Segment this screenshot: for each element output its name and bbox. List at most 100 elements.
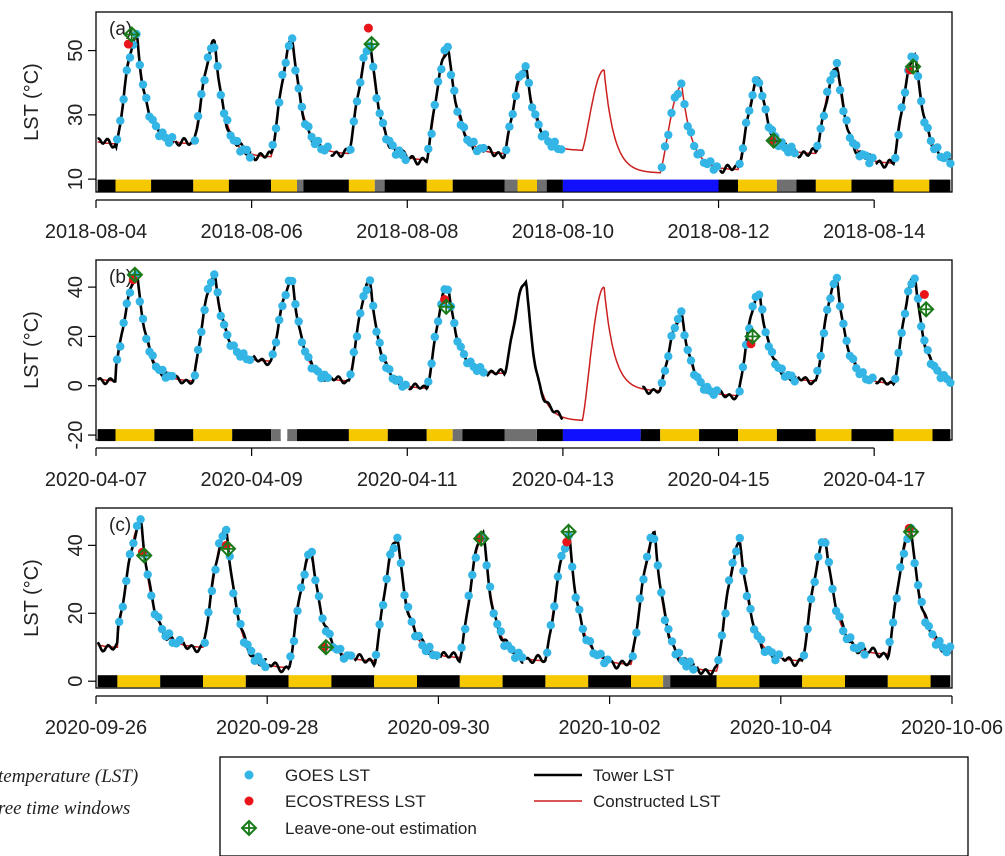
panel-c-loo-marker <box>135 547 153 564</box>
panel-c-goes-point <box>717 631 727 640</box>
panel-c-goes-point <box>378 600 388 610</box>
panel-b-goes-point <box>790 377 799 386</box>
panel-c-goes-point <box>457 643 466 652</box>
panel-c-goes-point <box>507 645 516 654</box>
panel-a-status-segment <box>537 179 547 192</box>
panel-b-tower-segment <box>642 309 719 396</box>
panel-c-goes-point <box>543 648 552 657</box>
panel-c-goes-point <box>660 616 670 625</box>
panel-a-status-segment <box>851 179 894 192</box>
panel-b-goes-point <box>946 378 955 387</box>
panel-a-goes-point <box>307 132 316 142</box>
panel-b-goes-point <box>200 305 209 315</box>
panel-b-goes-point <box>323 373 332 382</box>
panel-c-status-bar <box>97 675 951 688</box>
panel-c-goes-point <box>596 649 605 658</box>
panel-c-goes-point <box>129 539 138 548</box>
panel-b-goes-point <box>450 318 459 328</box>
panel-b-status-segment <box>452 429 463 442</box>
panel-a-goes-point <box>745 106 754 115</box>
panel-b-goes-point <box>816 351 825 361</box>
panel-b-frame <box>95 259 953 441</box>
panel-c-goes-point <box>375 620 384 629</box>
panel-b-goes-point <box>245 355 255 365</box>
panel-a-goes-point <box>168 133 177 142</box>
panel-a-y-tick-label: 30 <box>65 104 87 126</box>
panel-c-goes-point <box>732 547 741 556</box>
panel-c-goes-points <box>115 515 955 674</box>
panel-b-goes-point <box>365 276 375 285</box>
panel-a-constructed-path <box>97 36 951 174</box>
panel-c-status-segment <box>245 675 289 688</box>
panel-a-goes-point <box>197 90 206 99</box>
panel-c-status-segment <box>288 675 332 688</box>
panel-a-goes-point <box>861 151 871 160</box>
panel-a-goes-point <box>453 107 462 116</box>
panel-b-goes-point <box>138 314 148 324</box>
panel-c-x-tick-label: 2020-10-02 <box>558 717 660 739</box>
panel-a-goes-point <box>437 65 446 74</box>
panel-a-goes-point <box>690 141 699 151</box>
panel-a-goes-point <box>459 123 469 132</box>
panel-c-y-tick-label: 0 <box>65 676 87 687</box>
panel-c-goes-point <box>899 549 909 558</box>
panel-a-y-axis: 10 30 50 <box>65 39 96 190</box>
panel-c-frame <box>95 507 953 689</box>
panel-b-goes-point <box>271 338 281 347</box>
panel-c-goes-point <box>724 576 734 585</box>
panel-b-loo-marker <box>437 298 455 316</box>
panel-c-goes-point <box>432 651 441 660</box>
panel-a-goes-point <box>738 144 748 153</box>
panel-b-goes-point <box>223 330 232 340</box>
panel-c-loo-marker <box>560 523 578 541</box>
panel-a-goes-point <box>767 125 777 135</box>
panel-b-y-tick-label: 20 <box>65 325 87 347</box>
panel-b-goes-point <box>839 319 848 328</box>
panel-a-goes-point <box>232 136 242 146</box>
panel-c-goes-point <box>803 624 812 634</box>
panel-a-goes-point <box>268 140 277 150</box>
panel-c-goes-point <box>860 650 869 659</box>
panel-a-goes-point <box>758 91 767 101</box>
panel-a-goes-point <box>741 118 751 127</box>
panel-c-goes-point <box>714 656 723 665</box>
panel-a-goes-point <box>664 130 673 140</box>
panel-c-goes-point <box>296 583 306 592</box>
panel-a-frame <box>95 11 953 193</box>
panel-a-goes-point <box>823 87 832 97</box>
panel-b-x-tick-label: 2020-04-15 <box>667 469 769 491</box>
panel-a-x-tick-label: 2018-08-12 <box>667 221 769 243</box>
panel-c-x-tick-label: 2020-09-28 <box>216 717 318 739</box>
caption-line-1: temperature (LST) <box>0 766 138 787</box>
panel-c-goes-point <box>236 619 245 629</box>
panel-c-goes-point <box>314 592 324 601</box>
panel-a-goes-point <box>829 69 838 79</box>
panel-b-goes-point <box>891 374 900 384</box>
panel-c-goes-point <box>214 539 224 548</box>
panel-c-x-tick-label: 2020-09-30 <box>387 717 489 739</box>
panel-c-status-segment <box>845 675 888 688</box>
panel-b-goes-point <box>923 346 932 355</box>
panel-c-goes-point <box>546 621 555 630</box>
panel-b-status-segment <box>115 429 155 442</box>
panel-a-status-segment <box>718 179 738 192</box>
panel-c-goes-point <box>496 627 505 636</box>
panel-b-status-segment <box>660 429 700 442</box>
panel-b-tower-segment <box>329 279 408 389</box>
panel-c-goes-point <box>689 665 698 674</box>
panel-b-loo-marker <box>917 300 935 318</box>
panel-b-goes-point <box>897 328 906 338</box>
panel-c-goes-point <box>885 637 894 647</box>
panel-c-status-segment <box>374 675 417 688</box>
panel-a-status-segment <box>193 179 229 192</box>
panel-b-x-tick-label: 2020-04-09 <box>200 469 302 491</box>
panel-b-x-axis: 2020-04-07 2020-04-09 2020-04-11 2020-04-13… <box>45 447 925 491</box>
panel-a-goes-point <box>712 162 722 171</box>
panel-b-goes-point <box>288 276 297 286</box>
panel-c-goes-point <box>642 552 652 561</box>
panel-c-goes-point <box>742 592 752 601</box>
panel-a-goes-point <box>219 109 229 118</box>
panel-c-goes-point <box>749 625 759 634</box>
panel-c-goes-point <box>493 619 502 629</box>
panel-b-status-segment <box>97 429 116 442</box>
